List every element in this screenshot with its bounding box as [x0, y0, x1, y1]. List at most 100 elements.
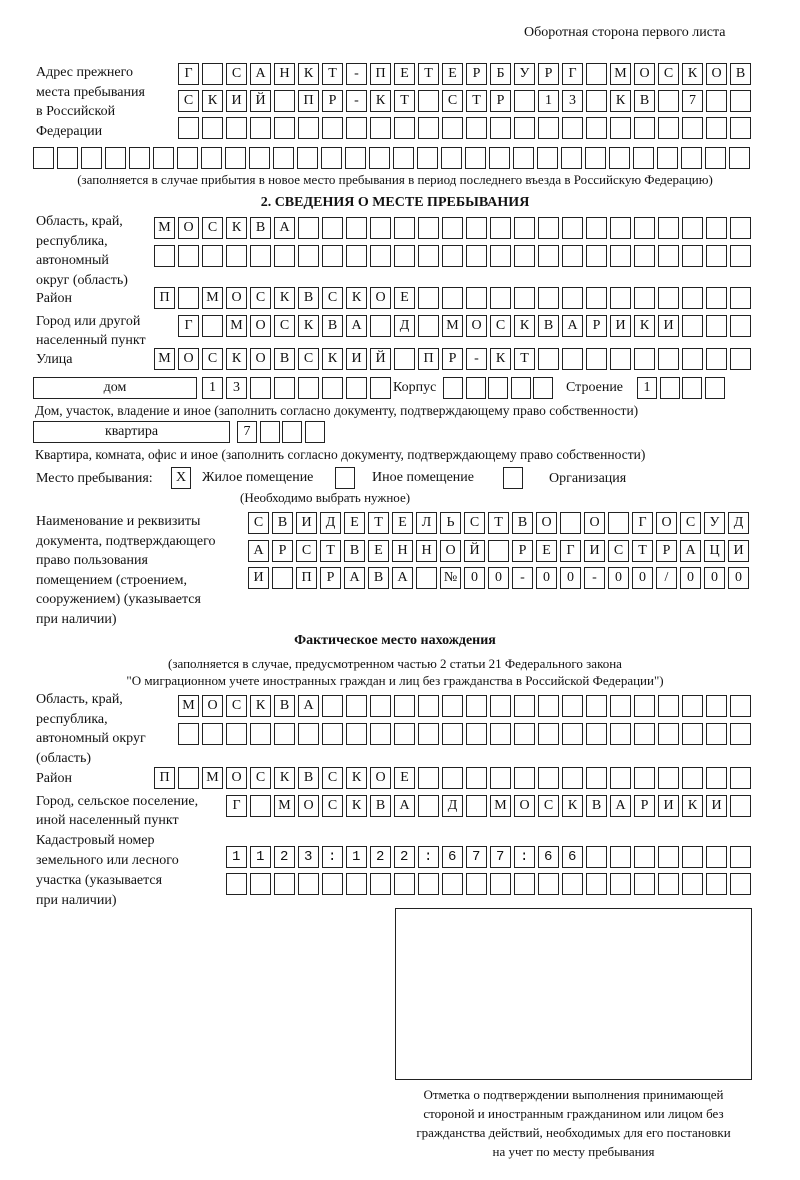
flat-number-row[interactable]: 7 — [237, 421, 327, 443]
char-cell[interactable]: Р — [442, 348, 463, 370]
char-cell[interactable]: Б — [490, 63, 511, 85]
char-cell[interactable] — [370, 315, 391, 337]
char-cell[interactable]: С — [250, 287, 271, 309]
char-cell[interactable] — [466, 117, 487, 139]
char-cell[interactable]: Г — [178, 315, 199, 337]
char-cell[interactable]: В — [298, 767, 319, 789]
char-cell[interactable]: Т — [514, 348, 535, 370]
char-cell[interactable] — [681, 147, 702, 169]
char-cell[interactable] — [634, 287, 655, 309]
char-cell[interactable]: К — [298, 63, 319, 85]
char-cell[interactable]: К — [514, 315, 535, 337]
char-cell[interactable] — [706, 723, 727, 745]
char-cell[interactable] — [730, 315, 751, 337]
char-cell[interactable] — [706, 767, 727, 789]
char-cell[interactable]: М — [490, 795, 511, 817]
char-cell[interactable] — [202, 245, 223, 267]
char-cell[interactable]: С — [226, 63, 247, 85]
char-cell[interactable] — [416, 567, 437, 589]
char-cell[interactable] — [538, 873, 559, 895]
char-cell[interactable] — [442, 873, 463, 895]
char-cell[interactable] — [417, 147, 438, 169]
char-cell[interactable] — [178, 723, 199, 745]
char-cell[interactable] — [608, 512, 629, 534]
char-cell[interactable] — [488, 377, 508, 399]
building-row[interactable]: 1 — [637, 377, 727, 399]
char-cell[interactable] — [562, 117, 583, 139]
cadastral-row-2[interactable] — [226, 873, 754, 895]
char-cell[interactable] — [706, 217, 727, 239]
char-cell[interactable] — [562, 287, 583, 309]
region-row-2[interactable] — [154, 245, 754, 267]
char-cell[interactable]: М — [178, 695, 199, 717]
char-cell[interactable] — [538, 348, 559, 370]
char-cell[interactable] — [634, 245, 655, 267]
char-cell[interactable] — [177, 147, 198, 169]
char-cell[interactable]: С — [442, 90, 463, 112]
char-cell[interactable] — [514, 287, 535, 309]
char-cell[interactable]: 0 — [704, 567, 725, 589]
char-cell[interactable] — [586, 723, 607, 745]
char-cell[interactable]: И — [658, 795, 679, 817]
char-cell[interactable]: М — [610, 63, 631, 85]
char-cell[interactable] — [418, 90, 439, 112]
char-cell[interactable] — [370, 377, 391, 399]
char-cell[interactable]: Р — [466, 63, 487, 85]
char-cell[interactable] — [586, 695, 607, 717]
char-cell[interactable]: - — [346, 90, 367, 112]
option-checkbox-organization[interactable] — [503, 467, 523, 489]
char-cell[interactable] — [394, 873, 415, 895]
char-cell[interactable] — [538, 846, 559, 868]
char-cell[interactable] — [682, 315, 703, 337]
char-cell[interactable]: А — [248, 540, 269, 562]
char-cell[interactable]: Е — [394, 767, 415, 789]
char-cell[interactable] — [634, 873, 655, 895]
char-cell[interactable]: И — [610, 315, 631, 337]
flat-type-field[interactable]: квартира — [33, 421, 230, 443]
char-cell[interactable] — [394, 695, 415, 717]
document-row-3[interactable]: И П Р А В А № 0 0-0 0-0 0/0 0 0 — [248, 567, 752, 589]
char-cell[interactable] — [514, 873, 535, 895]
char-cell[interactable] — [33, 147, 54, 169]
char-cell[interactable]: С — [464, 512, 485, 534]
char-cell[interactable] — [393, 147, 414, 169]
char-cell[interactable] — [658, 723, 679, 745]
char-cell[interactable] — [562, 348, 583, 370]
char-cell[interactable] — [730, 695, 751, 717]
char-cell[interactable]: С — [296, 540, 317, 562]
char-cell[interactable] — [560, 512, 581, 534]
char-cell[interactable] — [282, 421, 302, 443]
char-cell[interactable]: Ь — [440, 512, 461, 534]
char-cell[interactable]: К — [610, 90, 631, 112]
char-cell[interactable] — [370, 695, 391, 717]
char-cell[interactable] — [273, 147, 294, 169]
char-cell[interactable]: К — [274, 287, 295, 309]
char-cell[interactable]: В — [370, 795, 391, 817]
char-cell[interactable]: 0 — [488, 567, 509, 589]
char-cell[interactable] — [178, 117, 199, 139]
char-cell[interactable] — [609, 147, 630, 169]
char-cell[interactable] — [346, 695, 367, 717]
char-cell[interactable] — [538, 217, 559, 239]
char-cell[interactable] — [346, 217, 367, 239]
char-cell[interactable] — [250, 795, 271, 817]
previous-address-row-3[interactable] — [178, 117, 754, 139]
char-cell[interactable] — [298, 117, 319, 139]
char-cell[interactable] — [202, 723, 223, 745]
char-cell[interactable] — [394, 348, 415, 370]
char-cell[interactable]: 0 — [608, 567, 629, 589]
char-cell[interactable] — [297, 147, 318, 169]
char-cell[interactable] — [322, 245, 343, 267]
char-cell[interactable] — [322, 873, 343, 895]
char-cell[interactable]: Й — [250, 90, 271, 112]
char-cell[interactable] — [729, 147, 750, 169]
actual-region-row-2[interactable] — [178, 723, 754, 745]
char-cell[interactable]: Р — [656, 540, 677, 562]
char-cell[interactable] — [298, 377, 319, 399]
char-cell[interactable]: 1 — [202, 377, 223, 399]
